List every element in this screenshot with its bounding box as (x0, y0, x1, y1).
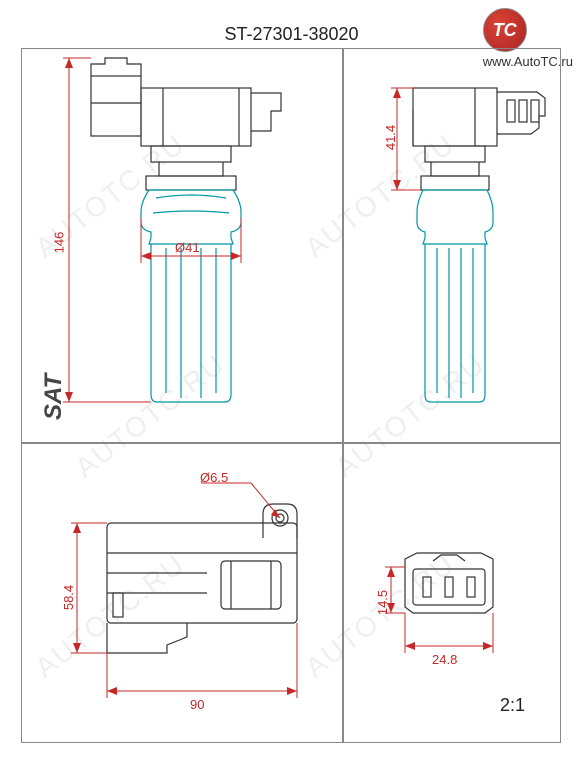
dim-label-58.4: 58.4 (61, 585, 76, 610)
dim-label-14.5: 14.5 (375, 590, 390, 615)
dim-height-146 (63, 58, 151, 402)
dim-diameter-6.5 (201, 483, 280, 518)
side-view-svg (343, 48, 561, 443)
scale-label: 2:1 (500, 695, 525, 716)
coil-side-boot (417, 190, 493, 402)
dim-label-d41: Ø41 (175, 240, 200, 255)
part-number-title: ST-27301-38020 (224, 24, 358, 45)
dim-label-d6.5: Ø6.5 (200, 470, 228, 485)
dim-label-24.8: 24.8 (432, 652, 457, 667)
dim-label-41.4: 41.4 (383, 125, 398, 150)
dim-conn-w (405, 613, 493, 653)
dim-label-146: 146 (51, 232, 66, 254)
dim-width-90 (107, 623, 297, 698)
dim-height-58.4 (71, 523, 107, 653)
logo-badge: TC (483, 8, 527, 52)
coil-head (91, 58, 281, 190)
connector-body (405, 553, 493, 613)
dim-label-90: 90 (190, 697, 204, 712)
drawing-canvas: AUTOTC.RU AUTOTC.RU AUTOTC.RU AUTOTC.RU … (0, 0, 583, 768)
coil-boot (141, 190, 241, 402)
coil-side-head (413, 88, 545, 190)
coil-top-body (107, 504, 297, 653)
